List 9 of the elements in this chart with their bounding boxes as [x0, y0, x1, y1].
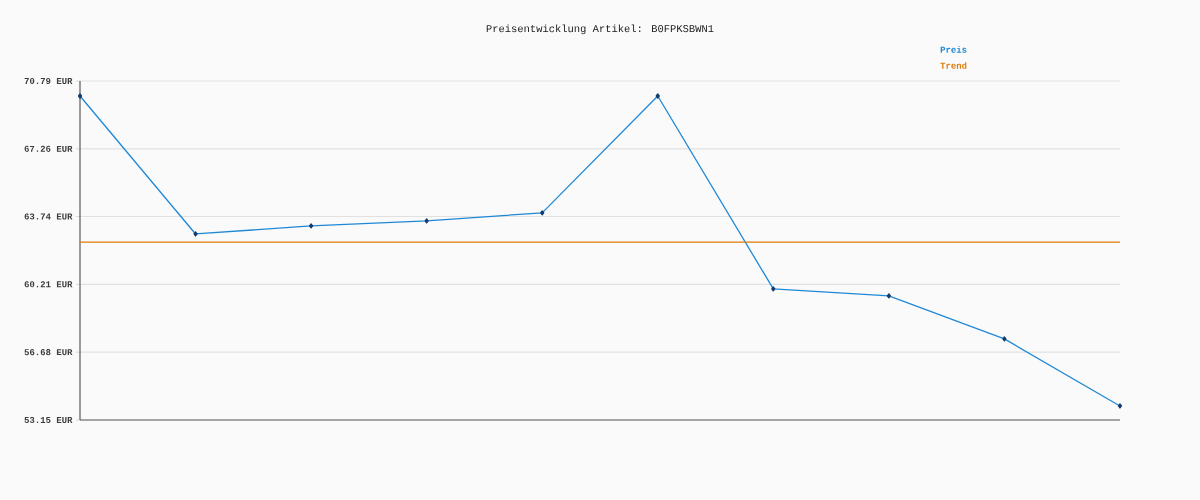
text: Preis: [940, 46, 967, 53]
y-tick-label: 56.68 EUR: [24, 349, 73, 356]
y-tick-label: 63.74 EUR: [24, 213, 73, 220]
y-tick-label: 60.21 EUR: [24, 281, 73, 288]
y-tick-label: 53.15 EUR: [24, 416, 73, 424]
text: Trend: [940, 62, 967, 69]
y-tick-label: 67.26 EUR: [24, 145, 73, 152]
y-tick-label: 70.79 EUR: [24, 77, 73, 85]
chart-title: Preisentwicklung Artikel: B0FPKSBWN1: [486, 24, 714, 35]
